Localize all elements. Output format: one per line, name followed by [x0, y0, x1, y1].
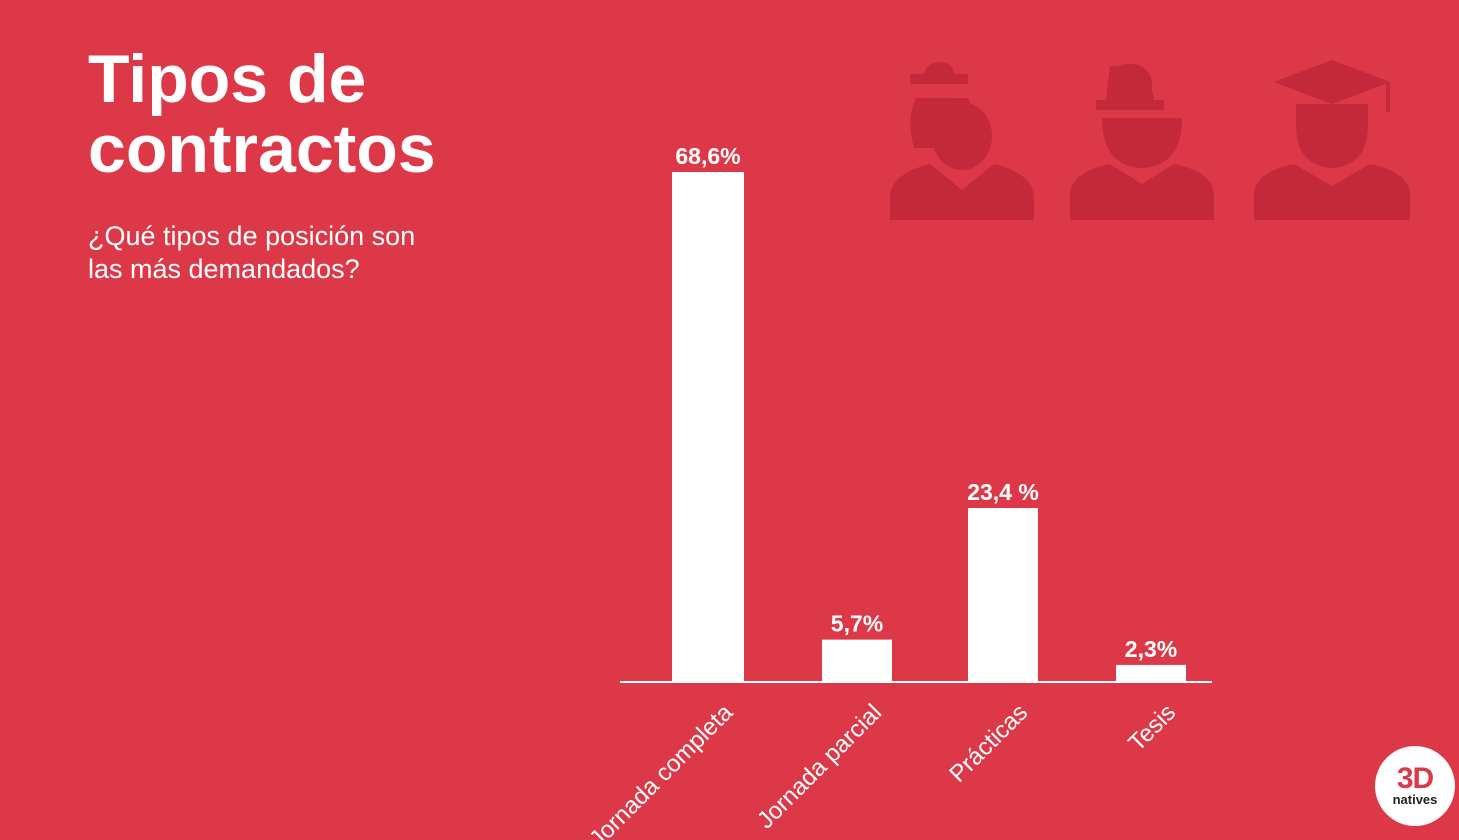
bar-value-label-1: 5,7%: [831, 611, 883, 637]
page-title: Tipos de contractos: [88, 44, 508, 184]
bar-0: [672, 172, 744, 682]
construction-worker-icon: [1070, 64, 1214, 220]
bar-value-label-2: 23,4 %: [967, 479, 1039, 505]
icon-group: [890, 60, 1410, 220]
brand-logo: 3D natives: [1375, 746, 1455, 826]
woman-worker-icon: [890, 62, 1034, 220]
category-label-1: Jornada parcial: [752, 699, 887, 834]
bar-2: [968, 508, 1038, 682]
bar-value-label-3: 2,3%: [1125, 636, 1177, 662]
bar-value-label-0: 68,6%: [675, 143, 740, 169]
graduate-icon: [1254, 60, 1410, 220]
page-subtitle: ¿Qué tipos de posición son las más deman…: [88, 221, 416, 284]
bar-1: [822, 639, 892, 682]
title-line-1: Tipos de: [88, 41, 367, 117]
logo-main-text: 3D: [1396, 762, 1434, 795]
logo-sub-text: natives: [1392, 792, 1438, 807]
title-line-2: contractos: [88, 111, 436, 187]
category-label-3: Tesis: [1123, 699, 1181, 757]
category-label-0: Jornada completa: [584, 699, 738, 840]
bar-3: [1116, 664, 1186, 682]
category-label-2: Prácticas: [944, 699, 1033, 788]
